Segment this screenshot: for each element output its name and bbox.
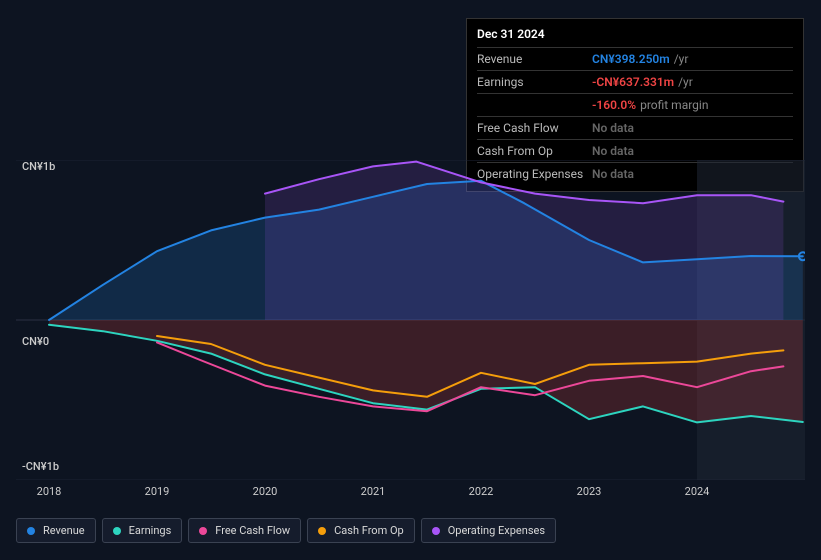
tooltip-value: No data [592, 121, 634, 135]
legend-item[interactable]: Revenue [16, 518, 96, 543]
tooltip-row: Earnings-CN¥637.331m/yr [477, 70, 793, 93]
legend-dot-icon [113, 527, 121, 535]
tooltip-label: Earnings [477, 73, 592, 91]
tooltip-value: -160.0% [592, 98, 636, 112]
tooltip-row: -160.0% profit margin [477, 93, 793, 116]
tooltip-label: Free Cash Flow [477, 119, 592, 137]
x-axis-label: 2020 [253, 485, 278, 498]
x-axis-label: 2018 [37, 485, 62, 498]
tooltip-label: Revenue [477, 50, 592, 68]
x-axis-label: 2024 [685, 485, 710, 498]
legend: Revenue Earnings Free Cash Flow Cash From O… [16, 518, 556, 543]
tooltip-value: CN¥398.250m [592, 52, 670, 66]
tooltip-value: No data [592, 144, 634, 158]
legend-label: Cash From Op [334, 524, 404, 537]
tooltip-suffix: profit margin [640, 98, 708, 112]
legend-dot-icon [199, 527, 207, 535]
x-axis: 2018 2019 2020 2021 2022 2023 2024 [16, 485, 805, 501]
tooltip-suffix: /yr [678, 75, 693, 89]
legend-label: Revenue [43, 524, 85, 537]
legend-label: Free Cash Flow [215, 524, 290, 537]
legend-dot-icon [432, 527, 440, 535]
financial-chart [16, 160, 805, 480]
x-axis-label: 2023 [577, 485, 602, 498]
legend-item[interactable]: Operating Expenses [421, 518, 556, 543]
legend-dot-icon [27, 527, 35, 535]
x-axis-label: 2021 [361, 485, 386, 498]
x-axis-label: 2022 [469, 485, 494, 498]
tooltip-suffix: /yr [674, 52, 689, 66]
tooltip-label: Cash From Op [477, 142, 592, 160]
legend-item[interactable]: Free Cash Flow [188, 518, 301, 543]
tooltip-label [477, 96, 592, 114]
tooltip-value: -CN¥637.331m [592, 75, 674, 89]
legend-dot-icon [318, 527, 326, 535]
x-axis-label: 2019 [145, 485, 170, 498]
legend-item[interactable]: Cash From Op [307, 518, 415, 543]
tooltip-row: RevenueCN¥398.250m/yr [477, 47, 793, 70]
tooltip-date: Dec 31 2024 [477, 25, 793, 43]
legend-label: Operating Expenses [448, 524, 545, 537]
chart-area [16, 160, 805, 480]
tooltip-row: Cash From OpNo data [477, 139, 793, 162]
legend-label: Earnings [129, 524, 172, 537]
legend-item[interactable]: Earnings [102, 518, 183, 543]
tooltip-row: Free Cash FlowNo data [477, 116, 793, 139]
